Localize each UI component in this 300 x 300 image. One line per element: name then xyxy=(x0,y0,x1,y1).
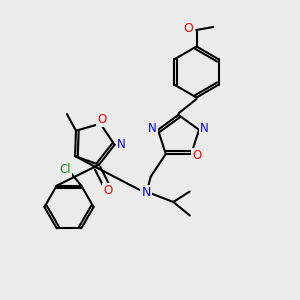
Text: O: O xyxy=(193,149,202,162)
Text: N: N xyxy=(200,122,209,135)
Text: N: N xyxy=(148,122,157,135)
Text: O: O xyxy=(183,22,193,35)
Text: O: O xyxy=(103,184,113,197)
Text: O: O xyxy=(97,113,106,126)
Text: N: N xyxy=(117,138,126,151)
Text: N: N xyxy=(142,187,151,200)
Text: Cl: Cl xyxy=(59,163,70,176)
